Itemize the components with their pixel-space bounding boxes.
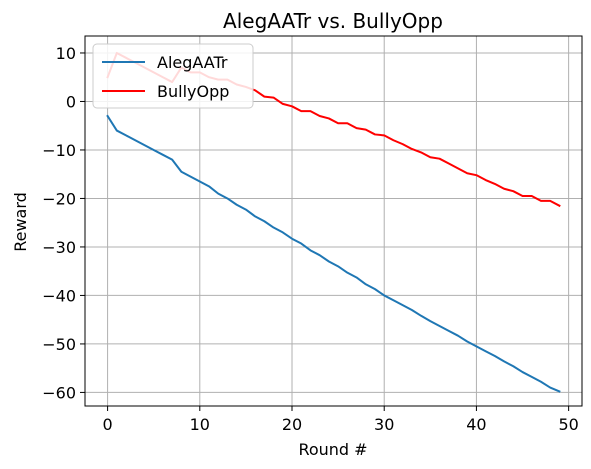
y-tick-label: 0	[66, 92, 76, 111]
x-tick-label: 40	[466, 415, 486, 434]
legend-label-alegaatr: AlegAATr	[157, 53, 228, 72]
y-tick-label: −60	[42, 383, 76, 402]
y-tick-label: −10	[42, 141, 76, 160]
y-tick-label: −40	[42, 286, 76, 305]
axis-ticks: 0 10 20 30 40 50 10 0 −10 −20 −30 −40 −50 −60	[42, 44, 579, 434]
grid-lines	[85, 36, 582, 406]
y-tick-label: −20	[42, 189, 76, 208]
y-tick-label: −30	[42, 238, 76, 257]
x-tick-label: 10	[190, 415, 210, 434]
chart-title: AlegAATr vs. BullyOpp	[223, 9, 443, 33]
x-tick-label: 50	[558, 415, 578, 434]
legend-label-bullyopp: BullyOpp	[157, 82, 229, 101]
y-tick-label: 10	[56, 44, 76, 63]
y-axis-label: Reward	[11, 192, 30, 252]
plot-frame	[84, 35, 583, 407]
series-line-alegaatr	[106, 114, 561, 393]
legend: AlegAATr BullyOpp	[92, 43, 254, 109]
y-tick-label: −50	[42, 335, 76, 354]
x-axis-label: Round #	[298, 440, 367, 459]
x-tick-label: 20	[282, 415, 302, 434]
x-tick-label: 30	[374, 415, 394, 434]
x-tick-label: 0	[102, 415, 112, 434]
